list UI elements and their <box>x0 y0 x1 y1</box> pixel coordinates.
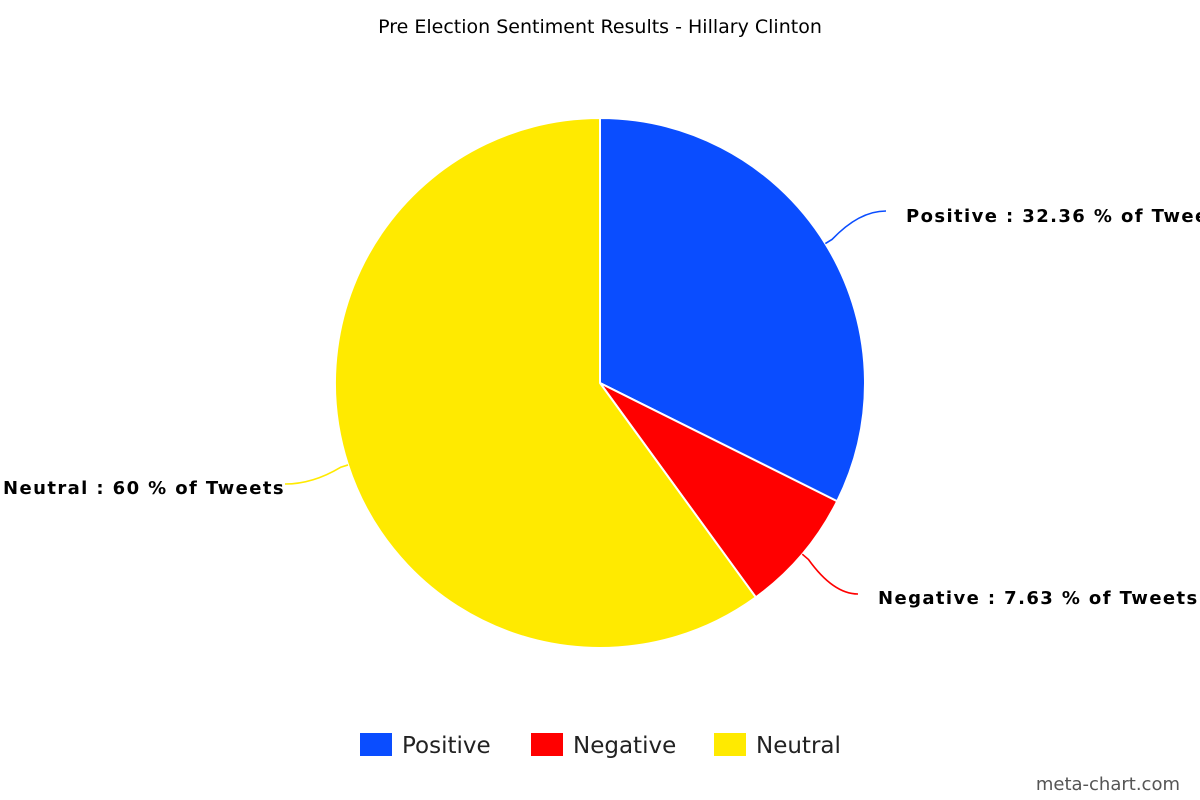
slice-label-positive: Positive : 32.36 % of Tweets <box>906 206 1200 227</box>
pie-slice-positive <box>599 117 866 503</box>
leader-line-positive <box>824 210 887 245</box>
slice-label-neutral: Neutral : 60 % of Tweets <box>3 478 285 499</box>
legend-swatch-neutral <box>714 733 746 756</box>
legend: Positive Negative Neutral <box>360 733 841 759</box>
legend-label-negative: Negative <box>573 733 676 759</box>
leader-line-negative <box>801 553 859 595</box>
watermark: meta-chart.com <box>1036 774 1180 795</box>
pie-slice-negative <box>599 382 839 599</box>
pie-slices <box>334 117 866 649</box>
legend-swatch-negative <box>531 733 563 756</box>
slice-label-negative: Negative : 7.63 % of Tweets <box>878 588 1199 609</box>
chart-title: Pre Election Sentiment Results - Hillary… <box>378 16 822 38</box>
legend-label-neutral: Neutral <box>756 733 841 759</box>
slice-labels: Positive : 32.36 % of Tweets Negative : 7… <box>3 206 1200 609</box>
legend-swatch-positive <box>360 733 392 756</box>
leader-line-neutral <box>284 464 349 485</box>
legend-label-positive: Positive <box>402 733 491 759</box>
